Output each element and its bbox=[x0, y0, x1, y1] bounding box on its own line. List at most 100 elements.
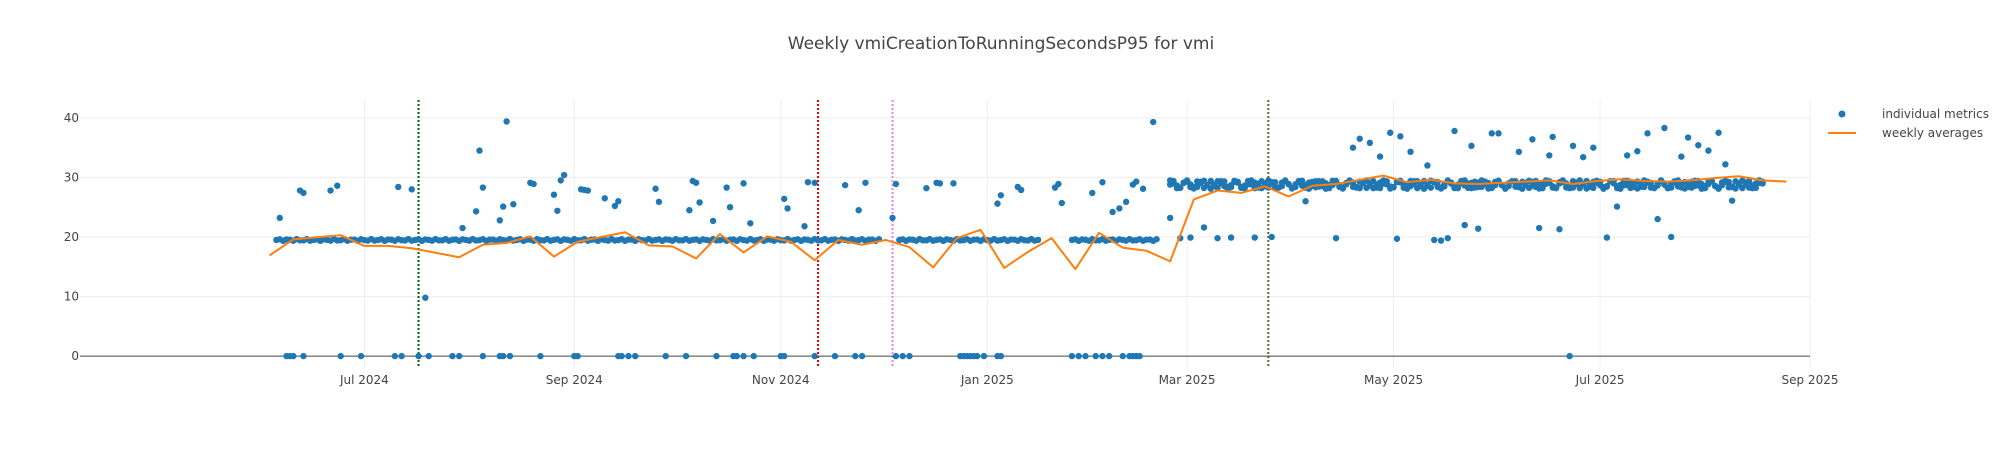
scatter-point bbox=[1089, 189, 1096, 197]
scatter-point bbox=[1745, 177, 1753, 185]
chart-title: Weekly vmiCreationToRunningSecondsP95 fo… bbox=[788, 34, 1214, 54]
scatter-point bbox=[1092, 352, 1099, 360]
scatter-point bbox=[479, 352, 487, 360]
y-axis-ticks: 0 10 20 30 40 bbox=[64, 111, 79, 363]
scatter-point bbox=[499, 203, 507, 210]
scatter-point bbox=[662, 352, 669, 360]
scatter-point bbox=[973, 352, 981, 360]
legend[interactable]: individual metrics weekly averages bbox=[1828, 107, 1989, 140]
scatter-point bbox=[574, 352, 581, 360]
scatter-point bbox=[584, 187, 592, 194]
scatter-point bbox=[733, 352, 740, 360]
scatter-point bbox=[936, 180, 944, 187]
scatter-point bbox=[1475, 225, 1482, 232]
scatter-point bbox=[625, 352, 632, 360]
scatter-point bbox=[1515, 148, 1523, 156]
scatter-point bbox=[1590, 144, 1597, 151]
scatter-point bbox=[1177, 184, 1184, 191]
scatter-point bbox=[550, 191, 558, 198]
scatter-point bbox=[804, 178, 812, 186]
scatter-point bbox=[1349, 144, 1357, 151]
scatter-point bbox=[1099, 178, 1106, 186]
scatter-point bbox=[811, 179, 818, 186]
scatter-point bbox=[557, 177, 564, 184]
y-tick-label: 10 bbox=[64, 290, 79, 304]
scatter-point bbox=[459, 224, 466, 232]
legend-label-weekly-averages: weekly averages bbox=[1882, 126, 1983, 140]
scatter-point bbox=[1136, 352, 1143, 360]
scatter-point bbox=[1603, 234, 1611, 241]
scatter-point bbox=[858, 352, 866, 360]
x-tick-label: Sep 2025 bbox=[1782, 373, 1839, 387]
scatter-point bbox=[476, 147, 483, 154]
scatter-point bbox=[1376, 184, 1384, 192]
scatter-point bbox=[980, 352, 988, 360]
scatter-point bbox=[1366, 139, 1374, 147]
scatter-point bbox=[632, 352, 639, 360]
scatter-point bbox=[997, 192, 1005, 199]
scatter-point bbox=[496, 217, 503, 224]
scatter-point bbox=[801, 223, 808, 230]
scatter-point bbox=[327, 187, 334, 194]
scatter-point bbox=[1613, 203, 1621, 210]
scatter-point bbox=[1634, 148, 1641, 155]
scatter-point bbox=[1667, 184, 1675, 191]
scatter-point bbox=[1461, 221, 1468, 229]
scatter-point bbox=[530, 180, 537, 188]
scatter-point bbox=[1034, 236, 1042, 244]
scatter-point bbox=[1332, 234, 1340, 242]
y-tick-label: 30 bbox=[64, 170, 79, 184]
x-tick-label: Jul 2025 bbox=[1575, 373, 1625, 387]
scatter-point bbox=[1546, 152, 1553, 159]
scatter-point bbox=[1495, 130, 1502, 137]
scatter-point bbox=[560, 171, 568, 179]
scatter-point bbox=[1082, 352, 1089, 360]
scatter-point bbox=[709, 217, 717, 225]
scatter-point bbox=[1759, 180, 1766, 187]
scatter-point bbox=[780, 195, 788, 203]
scatter-point bbox=[1505, 182, 1512, 190]
scatter-point bbox=[747, 220, 754, 227]
scatter-point bbox=[1535, 224, 1543, 232]
scatter-point bbox=[1590, 184, 1597, 191]
scatter-point bbox=[1271, 179, 1279, 186]
scatter-point bbox=[1356, 135, 1363, 142]
scatter-point bbox=[1153, 236, 1160, 243]
scatter-point bbox=[290, 352, 297, 360]
scatter-point bbox=[1752, 184, 1760, 192]
scatter-point bbox=[1556, 226, 1563, 233]
scatter-point bbox=[923, 184, 930, 192]
scatter-point bbox=[1667, 233, 1675, 241]
scatter-point bbox=[554, 207, 561, 214]
scatter-point bbox=[503, 118, 510, 125]
scatter-point bbox=[780, 352, 788, 360]
scatter-point bbox=[1393, 235, 1401, 242]
scatter-point bbox=[1722, 161, 1729, 168]
scatter-point bbox=[1298, 177, 1306, 184]
scatter-point bbox=[1424, 162, 1431, 169]
scatter-point bbox=[686, 206, 693, 214]
scatter-point bbox=[950, 180, 957, 187]
scatter-point bbox=[1058, 199, 1066, 207]
scatter-point bbox=[692, 179, 700, 186]
scatter-point bbox=[997, 352, 1005, 360]
scatter-point bbox=[1437, 237, 1445, 244]
scatter-point bbox=[1549, 133, 1556, 141]
scatter-point bbox=[1055, 180, 1062, 188]
scatter-point bbox=[1302, 198, 1309, 205]
scatter-point bbox=[499, 352, 507, 360]
scatter-point bbox=[1099, 352, 1106, 360]
y-tick-label: 20 bbox=[64, 230, 79, 244]
event-lines bbox=[417, 100, 1270, 368]
scatter-point bbox=[615, 198, 622, 205]
x-tick-label: May 2025 bbox=[1364, 373, 1423, 387]
scatter-point bbox=[395, 183, 402, 191]
scatter-point bbox=[1075, 352, 1082, 360]
x-tick-label: Nov 2024 bbox=[752, 373, 810, 387]
scatter-point bbox=[537, 352, 544, 360]
average-line-layer bbox=[269, 174, 1787, 271]
scatter-point bbox=[1187, 234, 1194, 241]
scatter-point bbox=[994, 200, 1001, 207]
scatter-point bbox=[449, 352, 456, 360]
